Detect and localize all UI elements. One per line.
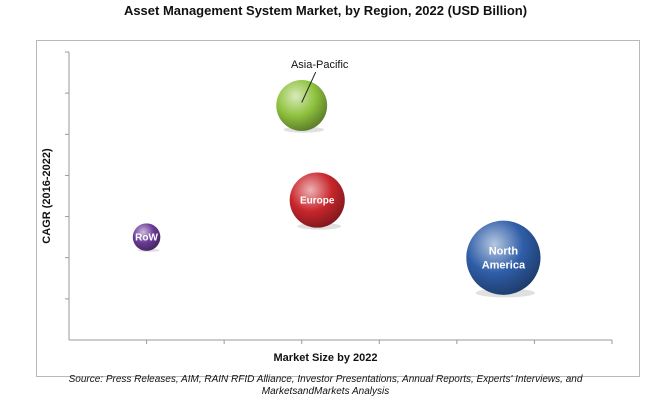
bubble-label-row: RoW (135, 233, 158, 244)
chart-title: Asset Management System Market, by Regio… (123, 3, 528, 18)
bubble-label-north-america: North America (482, 246, 526, 272)
bubble-asia-pacific (276, 80, 328, 131)
y-axis-label: CAGR (2016-2022) (41, 148, 53, 244)
bubble-label-europe: Europe (300, 196, 335, 207)
source-line-2: MarketsandMarkets Analysis (261, 386, 390, 397)
bubble-label-asia-pacific: Asia-Pacific (291, 59, 349, 71)
bubble-north-america (466, 220, 541, 295)
bubble-europe (289, 172, 345, 228)
plot-frame (36, 40, 640, 377)
bubble-row (132, 223, 161, 251)
x-axis-label: Market Size by 2022 (273, 352, 378, 364)
source-note: Source: Press Releases, AIM, RAIN RFID A… (0, 374, 651, 398)
callout-line-asia-pacific (301, 71, 317, 103)
source-line-1: Source: Press Releases, AIM, RAIN RFID A… (68, 374, 583, 385)
